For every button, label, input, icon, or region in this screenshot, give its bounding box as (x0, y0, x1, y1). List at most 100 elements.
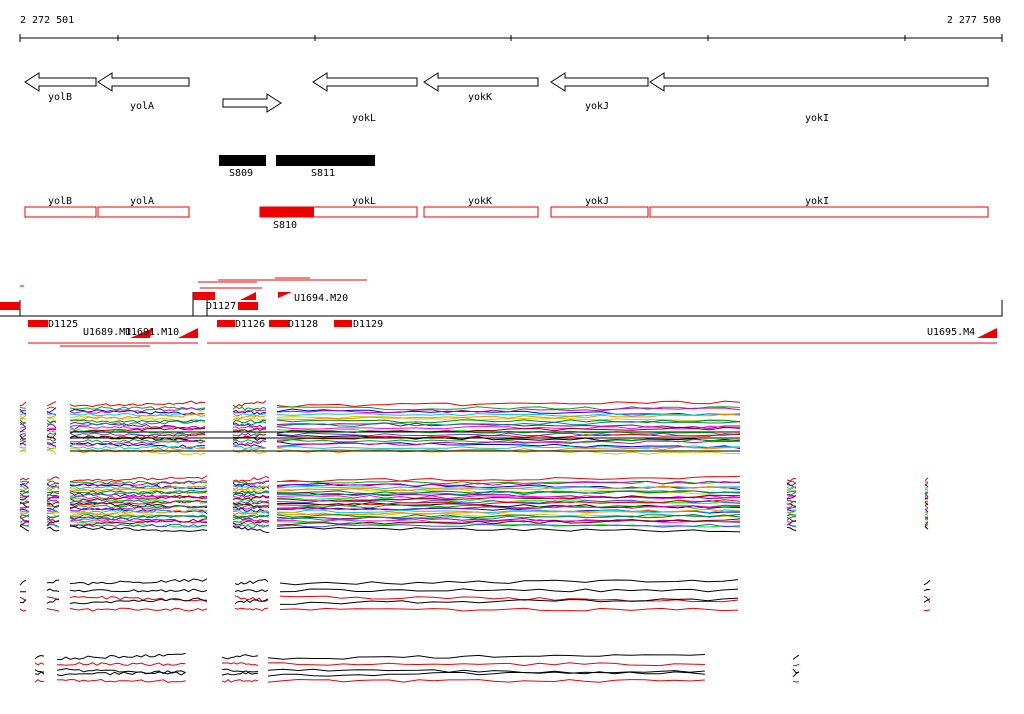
expression-trace (786, 481, 797, 487)
transcript-block (193, 292, 215, 300)
expression-trace (232, 504, 270, 509)
expression-trace (19, 433, 26, 436)
expression-trace (924, 477, 929, 481)
transcript-label: D1128 (288, 319, 318, 330)
expression-trace (19, 505, 30, 512)
expression-trace (232, 501, 270, 506)
expression-trace (46, 423, 57, 429)
segment-label: S811 (311, 168, 335, 179)
expression-trace (34, 679, 45, 683)
expression-trace (69, 400, 206, 408)
expression-trace (56, 662, 186, 667)
expression-trace (276, 475, 741, 483)
expression-trace (267, 654, 705, 660)
expression-trace (19, 525, 30, 532)
expression-trace (20, 443, 27, 446)
expression-trace (279, 597, 739, 605)
expression-trace (69, 435, 206, 442)
expression-trace (276, 513, 741, 521)
expression-trace (276, 445, 741, 450)
expression-trace (46, 497, 60, 501)
expression-trace (46, 407, 57, 414)
expression-trace (276, 434, 741, 442)
expression-trace (924, 497, 929, 500)
expression-trace (69, 499, 208, 504)
expression-trace (69, 413, 206, 421)
expression-trace (232, 409, 267, 415)
expression-trace (19, 511, 30, 515)
expression-trace (46, 476, 60, 481)
expression-trace (786, 485, 797, 491)
expression-trace (276, 526, 741, 533)
expression-trace (34, 654, 45, 660)
expression-trace (19, 409, 26, 413)
expression-trace (221, 654, 259, 660)
gene-arrow (97, 72, 190, 92)
expression-trace (923, 579, 931, 586)
transcript-block (269, 320, 289, 327)
expression-trace (69, 518, 208, 526)
annotation-box (24, 206, 97, 218)
annotation-label: yokK (468, 196, 492, 207)
expression-trace (232, 525, 270, 534)
expression-trace (232, 482, 270, 490)
expression-trace (276, 511, 741, 519)
segment (276, 155, 375, 166)
expression-trace (56, 678, 186, 683)
expression-trace (69, 504, 208, 512)
expression-trace (46, 579, 60, 584)
expression-trace (792, 654, 800, 660)
expression-trace (232, 491, 270, 496)
expression-trace (276, 521, 741, 528)
expression-trace (46, 519, 60, 527)
expression-trace (232, 510, 270, 517)
expression-trace (276, 425, 741, 430)
expression-trace (276, 490, 741, 497)
expression-trace (19, 406, 27, 409)
expression-trace (924, 503, 929, 507)
transcript-block (28, 320, 48, 327)
expression-trace (19, 492, 30, 497)
expression-trace (276, 523, 741, 528)
scale-end: 2 277 500 (947, 15, 1001, 26)
expression-trace (69, 419, 206, 423)
expression-trace (924, 498, 929, 501)
expression-trace (69, 489, 208, 498)
expression-trace (923, 595, 931, 603)
expression-trace (34, 671, 45, 675)
expression-trace (69, 578, 208, 586)
expression-trace (276, 518, 741, 526)
expression-trace (69, 597, 207, 605)
expression-trace (19, 501, 30, 505)
expression-trace (279, 595, 739, 603)
expression-trace (19, 599, 27, 604)
expression-trace (46, 482, 60, 487)
expression-trace (69, 432, 206, 437)
expression-trace (46, 447, 57, 452)
expression-trace (276, 420, 741, 427)
expression-trace (786, 491, 797, 496)
gene-label: yolB (48, 92, 72, 103)
expression-trace (232, 425, 267, 430)
expression-trace (279, 588, 739, 593)
scale-start: 2 272 501 (20, 15, 74, 26)
annotation-label: yokJ (585, 196, 609, 207)
expression-trace (276, 508, 741, 516)
expression-trace (276, 480, 741, 488)
expression-trace (924, 488, 929, 491)
expression-trace (276, 504, 741, 511)
expression-trace (46, 598, 60, 604)
expression-trace (786, 514, 797, 517)
transcript-end (278, 292, 292, 298)
gene-arrow (24, 72, 97, 92)
transcript-end (977, 328, 997, 338)
expression-trace (221, 670, 259, 676)
expression-trace (232, 406, 267, 411)
expression-trace (34, 669, 45, 675)
expression-trace (232, 521, 270, 528)
expression-trace (69, 475, 208, 483)
expression-trace (786, 477, 797, 482)
expression-trace (69, 484, 208, 492)
expression-trace (786, 506, 797, 510)
transcript-line (19, 300, 1003, 317)
